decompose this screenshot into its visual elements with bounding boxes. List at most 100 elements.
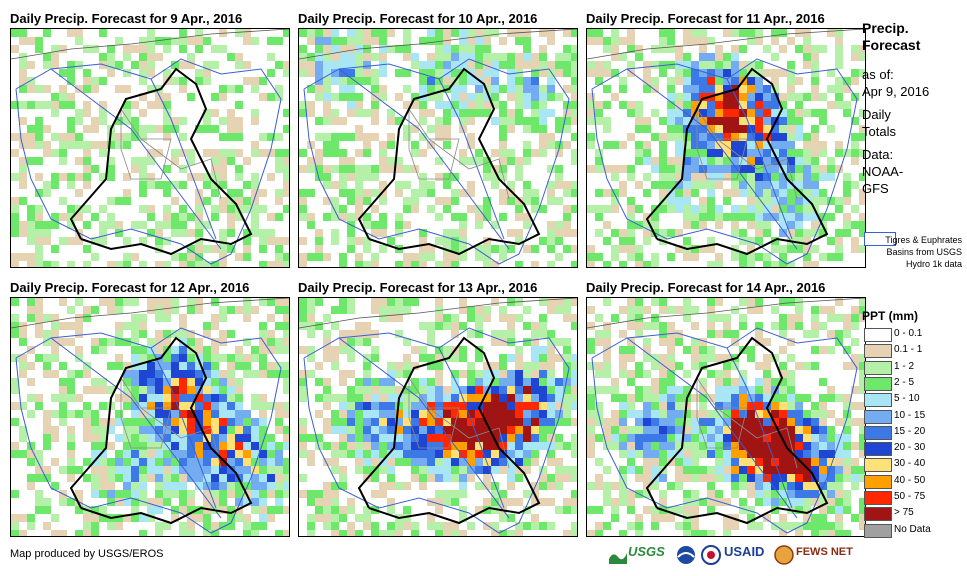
precip-cell <box>315 410 323 418</box>
precip-cell <box>731 101 739 109</box>
precip-cell <box>131 418 139 426</box>
precip-cell <box>451 370 459 378</box>
precip-cell <box>531 346 539 354</box>
precip-cell <box>355 37 363 45</box>
precip-cell <box>523 522 531 530</box>
precip-cell <box>835 298 843 306</box>
precip-cell <box>523 442 531 450</box>
precip-cell <box>531 418 539 426</box>
precip-cell <box>307 298 315 306</box>
precip-cell <box>35 205 43 213</box>
precip-cell <box>723 141 731 149</box>
precip-cell <box>371 37 379 45</box>
precip-cell <box>299 490 307 498</box>
precip-cell <box>651 109 659 117</box>
precip-cell <box>379 418 387 426</box>
precip-cell <box>339 157 347 165</box>
precip-cell <box>755 253 763 261</box>
precip-cell <box>371 117 379 125</box>
precip-cell <box>595 338 603 346</box>
precip-cell <box>683 237 691 245</box>
precip-cell <box>83 458 91 466</box>
precip-cell <box>243 450 251 458</box>
precip-cell <box>699 109 707 117</box>
precip-cell <box>731 466 739 474</box>
precip-cell <box>275 85 283 93</box>
precip-cell <box>707 37 715 45</box>
precip-cell <box>675 77 683 85</box>
precip-cell <box>347 173 355 181</box>
precip-cell <box>179 410 187 418</box>
precip-cell <box>331 362 339 370</box>
ppt-legend-label: 40 - 50 <box>894 474 926 486</box>
precip-cell <box>643 458 651 466</box>
precip-cell <box>331 530 339 536</box>
precip-cell <box>803 157 811 165</box>
precip-cell <box>395 165 403 173</box>
precip-cell <box>419 434 427 442</box>
precip-cell <box>179 530 187 536</box>
precip-cell <box>731 213 739 221</box>
precip-cell <box>283 490 289 498</box>
precip-cell <box>539 466 547 474</box>
ppt-legend-label: 30 - 40 <box>894 458 926 470</box>
precip-cell <box>19 157 27 165</box>
precip-cell <box>259 522 267 530</box>
precip-cell <box>499 253 507 261</box>
precip-cell <box>203 61 211 69</box>
noaa-icon <box>677 546 695 564</box>
precip-cell <box>627 69 635 77</box>
precip-cell <box>675 426 683 434</box>
precip-cell <box>131 165 139 173</box>
precip-cell <box>691 474 699 482</box>
precip-cell <box>379 434 387 442</box>
precip-cell <box>307 61 315 69</box>
precip-cell <box>523 197 531 205</box>
precip-cell <box>515 237 523 245</box>
precip-cell <box>739 141 747 149</box>
precip-cell <box>635 261 643 267</box>
precip-cell <box>675 474 683 482</box>
precip-cell <box>859 442 865 450</box>
precip-cell <box>755 125 763 133</box>
precip-cell <box>395 298 403 306</box>
precip-cell <box>539 434 547 442</box>
precip-cell <box>795 237 803 245</box>
precip-cell <box>851 93 859 101</box>
precip-cell <box>99 474 107 482</box>
precip-cell <box>43 466 51 474</box>
precip-cell <box>731 117 739 125</box>
precip-cell <box>523 93 531 101</box>
precip-cell <box>675 394 683 402</box>
precip-cell <box>195 466 203 474</box>
precip-cell <box>75 314 83 322</box>
precip-cell <box>339 181 347 189</box>
precip-cell <box>803 213 811 221</box>
precip-cell <box>659 418 667 426</box>
precip-cell <box>419 77 427 85</box>
precip-cell <box>827 522 835 530</box>
precip-cell <box>571 522 577 530</box>
precip-cell <box>179 394 187 402</box>
precip-cell <box>675 45 683 53</box>
precip-cell <box>755 221 763 229</box>
precip-cell <box>435 522 443 530</box>
precip-cell <box>283 253 289 261</box>
precip-cell <box>459 221 467 229</box>
precip-cell <box>763 141 771 149</box>
precip-cell <box>547 362 555 370</box>
precip-cell <box>667 370 675 378</box>
precip-cell <box>707 165 715 173</box>
precip-cell <box>795 205 803 213</box>
precip-cell <box>283 173 289 181</box>
precip-cell <box>27 378 35 386</box>
precip-cell <box>283 482 289 490</box>
precip-cell <box>787 298 795 306</box>
precip-cell <box>459 69 467 77</box>
precip-cell <box>251 77 259 85</box>
precip-cell <box>83 69 91 77</box>
ppt-legend-label: 15 - 20 <box>894 425 926 437</box>
precip-cell <box>603 466 611 474</box>
precip-cell <box>523 450 531 458</box>
precip-cell <box>475 322 483 330</box>
